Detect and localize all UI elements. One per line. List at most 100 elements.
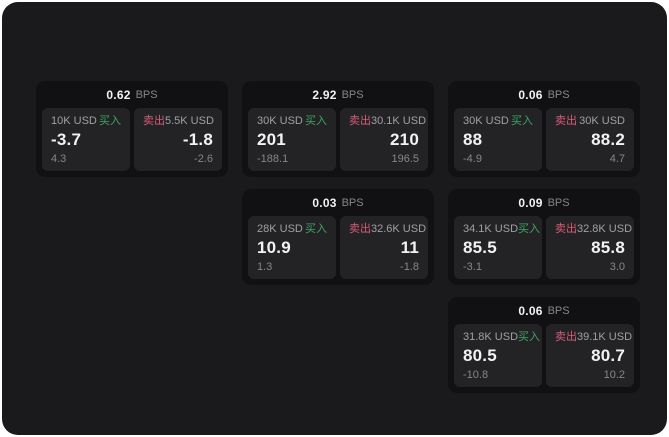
sell-amount: 39.1K USD [577, 331, 633, 343]
buy-tile[interactable]: 30K USD 买入 88 -4.9 [454, 108, 542, 171]
spread-unit-label: BPS [547, 197, 570, 209]
spread-unit-label: BPS [547, 89, 570, 101]
buy-tile-header: 30K USD 买入 [257, 115, 327, 127]
sell-amount: 30K USD [579, 115, 625, 127]
buy-tile-header: 34.1K USD 买入 [463, 223, 540, 235]
quote-tiles: 28K USD 买入 10.9 1.3 卖出 32.6K USD 11 -1.8 [248, 216, 428, 279]
spread-header: 0.06 BPS [454, 86, 634, 104]
buy-side-label: 买入 [518, 331, 541, 343]
spread-header: 2.92 BPS [248, 86, 428, 104]
sell-amount: 30.1K USD [371, 115, 427, 127]
spread-header: 0.62 BPS [42, 86, 222, 104]
sell-price: 88.2 [591, 130, 625, 149]
sell-tile[interactable]: 卖出 32.8K USD 85.8 3.0 [546, 216, 634, 279]
sell-price: 11 [400, 238, 419, 257]
buy-tile-header: 10K USD 买入 [51, 115, 121, 127]
quote-card[interactable]: 0.03 BPS 28K USD 买入 10.9 1.3 卖出 32.6K US… [242, 189, 434, 285]
spread-value: 0.62 [106, 88, 131, 102]
quote-cards-grid: 0.62 BPS 10K USD 买入 -3.7 4.3 卖出 5.5K USD… [36, 81, 640, 393]
sell-tile-header: 卖出 5.5K USD [143, 115, 214, 127]
buy-amount: 30K USD [463, 115, 509, 127]
spread-value: 2.92 [312, 88, 337, 102]
quote-tiles: 10K USD 买入 -3.7 4.3 卖出 5.5K USD -1.8 -2.… [42, 108, 222, 171]
buy-side-label: 买入 [518, 223, 541, 235]
quote-card[interactable]: 0.62 BPS 10K USD 买入 -3.7 4.3 卖出 5.5K USD… [36, 81, 228, 177]
spread-header: 0.06 BPS [454, 302, 634, 320]
spread-header: 0.03 BPS [248, 194, 428, 212]
sell-side-label: 卖出 [349, 115, 371, 127]
buy-price: 80.5 [463, 346, 497, 365]
sell-price: 80.7 [591, 346, 625, 365]
buy-price: 10.9 [257, 238, 291, 257]
sell-tile-header: 卖出 32.6K USD [349, 223, 426, 235]
sell-tile-header: 卖出 30K USD [555, 115, 625, 127]
sell-tile-header: 卖出 39.1K USD [555, 331, 632, 343]
buy-amount: 28K USD [257, 223, 303, 235]
buy-amount: 34.1K USD [463, 223, 519, 235]
buy-tile[interactable]: 31.8K USD 买入 80.5 -10.8 [454, 324, 542, 387]
sell-tile[interactable]: 卖出 5.5K USD -1.8 -2.6 [134, 108, 222, 171]
quote-card[interactable]: 0.06 BPS 30K USD 买入 88 -4.9 卖出 30K USD 8… [448, 81, 640, 177]
buy-delta: -3.1 [463, 261, 482, 273]
quote-card[interactable]: 0.09 BPS 34.1K USD 买入 85.5 -3.1 卖出 32.8K… [448, 189, 640, 285]
spread-unit-label: BPS [341, 89, 364, 101]
sell-side-label: 卖出 [555, 223, 577, 235]
buy-delta: -4.9 [463, 153, 482, 165]
sell-tile[interactable]: 卖出 39.1K USD 80.7 10.2 [546, 324, 634, 387]
quote-tiles: 30K USD 买入 88 -4.9 卖出 30K USD 88.2 4.7 [454, 108, 634, 171]
buy-tile-header: 30K USD 买入 [463, 115, 533, 127]
buy-tile[interactable]: 30K USD 买入 201 -188.1 [248, 108, 336, 171]
buy-price: -3.7 [51, 130, 82, 149]
buy-side-label: 买入 [305, 223, 327, 235]
sell-side-label: 卖出 [555, 115, 577, 127]
sell-delta: 4.7 [609, 153, 625, 165]
sell-amount: 32.8K USD [577, 223, 633, 235]
buy-delta: -188.1 [257, 153, 289, 165]
sell-tile-header: 卖出 30.1K USD [349, 115, 426, 127]
sell-amount: 5.5K USD [165, 115, 214, 127]
quote-tiles: 31.8K USD 买入 80.5 -10.8 卖出 39.1K USD 80.… [454, 324, 634, 387]
buy-amount: 31.8K USD [463, 331, 519, 343]
sell-side-label: 卖出 [555, 331, 577, 343]
buy-tile[interactable]: 34.1K USD 买入 85.5 -3.1 [454, 216, 542, 279]
sell-delta: -1.8 [400, 261, 419, 273]
buy-price: 85.5 [463, 238, 497, 257]
quote-tiles: 30K USD 买入 201 -188.1 卖出 30.1K USD 210 1… [248, 108, 428, 171]
quote-card[interactable]: 2.92 BPS 30K USD 买入 201 -188.1 卖出 30.1K … [242, 81, 434, 177]
sell-side-label: 卖出 [143, 115, 165, 127]
buy-side-label: 买入 [305, 115, 327, 127]
sell-price: -1.8 [182, 130, 213, 149]
quote-tiles: 34.1K USD 买入 85.5 -3.1 卖出 32.8K USD 85.8… [454, 216, 634, 279]
spread-value: 0.06 [518, 304, 543, 318]
spread-value: 0.09 [518, 196, 543, 210]
buy-tile[interactable]: 28K USD 买入 10.9 1.3 [248, 216, 336, 279]
sell-delta: 196.5 [391, 153, 419, 165]
spread-unit-label: BPS [547, 305, 570, 317]
buy-delta: 4.3 [51, 153, 67, 165]
sell-price: 210 [390, 130, 419, 149]
buy-tile-header: 28K USD 买入 [257, 223, 327, 235]
spread-value: 0.03 [312, 196, 337, 210]
spread-header: 0.09 BPS [454, 194, 634, 212]
sell-delta: 10.2 [603, 369, 625, 381]
quote-card[interactable]: 0.06 BPS 31.8K USD 买入 80.5 -10.8 卖出 39.1… [448, 297, 640, 393]
sell-tile[interactable]: 卖出 30.1K USD 210 196.5 [340, 108, 428, 171]
buy-price: 88 [463, 130, 483, 149]
buy-delta: 1.3 [257, 261, 273, 273]
sell-tile[interactable]: 卖出 30K USD 88.2 4.7 [546, 108, 634, 171]
buy-delta: -10.8 [463, 369, 489, 381]
buy-side-label: 买入 [99, 115, 121, 127]
buy-amount: 10K USD [51, 115, 97, 127]
buy-side-label: 买入 [511, 115, 533, 127]
sell-delta: -2.6 [194, 153, 213, 165]
spread-unit-label: BPS [135, 89, 158, 101]
buy-price: 201 [257, 130, 286, 149]
spread-value: 0.06 [518, 88, 543, 102]
sell-tile-header: 卖出 32.8K USD [555, 223, 632, 235]
sell-amount: 32.6K USD [371, 223, 427, 235]
buy-tile-header: 31.8K USD 买入 [463, 331, 540, 343]
sell-tile[interactable]: 卖出 32.6K USD 11 -1.8 [340, 216, 428, 279]
buy-tile[interactable]: 10K USD 买入 -3.7 4.3 [42, 108, 130, 171]
buy-amount: 30K USD [257, 115, 303, 127]
